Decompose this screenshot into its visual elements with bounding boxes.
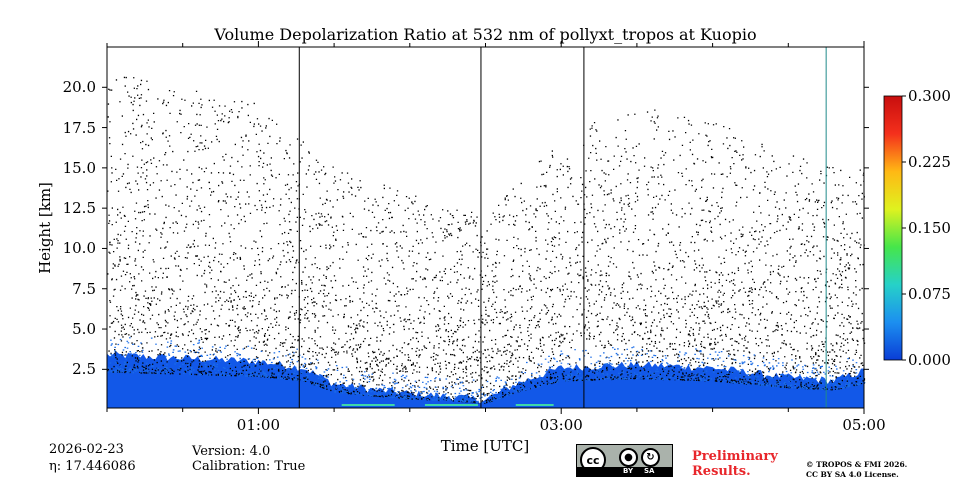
footer-version: Version: 4.0 <box>192 444 271 459</box>
preliminary-results-notice: Preliminary Results. <box>692 449 778 479</box>
y-tick-label: 2.5 <box>72 360 96 379</box>
copyright-notice: © TROPOS & FMI 2026. CC BY SA 4.0 Licens… <box>806 460 907 480</box>
x-tick-label: 05:00 <box>842 416 886 434</box>
chart-title: Volume Depolarization Ratio at 532 nm of… <box>214 25 757 44</box>
y-tick-label: 10.0 <box>62 239 96 258</box>
y-tick-label: 20.0 <box>62 78 96 97</box>
y-tick-label: 15.0 <box>62 158 96 177</box>
footer-calibration: Calibration: True <box>192 459 306 474</box>
x-tick-label: 01:00 <box>236 416 281 434</box>
colorbar-tick-label: 0.075 <box>908 285 951 303</box>
cc-logo-bar <box>577 467 672 476</box>
colorbar-tick-label: 0.300 <box>908 87 951 105</box>
colorbar <box>883 95 903 361</box>
y-tick-label: 7.5 <box>72 279 96 298</box>
x-axis-label: Time [UTC] <box>440 437 530 455</box>
colorbar-tick-label: 0.150 <box>908 219 951 237</box>
colorbar-tick-label: 0.225 <box>908 153 951 171</box>
footer-eta: η: 17.446086 <box>49 459 136 474</box>
y-tick-label: 17.5 <box>62 118 96 137</box>
noise-speckle-black <box>107 76 866 404</box>
signal-layer-area <box>107 351 864 408</box>
sa-share-icon: ↻ <box>641 448 660 467</box>
by-person-icon: ● <box>619 448 638 467</box>
ground-strip-0 <box>341 404 395 406</box>
ground-strip-1 <box>424 404 478 406</box>
y-tick-label: 12.5 <box>62 199 96 218</box>
copyright-line-2: CC BY SA 4.0 License. <box>806 470 899 479</box>
preliminary-line-1: Preliminary <box>692 449 778 464</box>
colorbar-tick-label: 0.000 <box>908 351 951 369</box>
copyright-line-1: © TROPOS & FMI 2026. <box>806 460 908 469</box>
ground-strip-2 <box>515 404 554 406</box>
y-tick-label: 5.0 <box>72 320 96 339</box>
sa-label: SA <box>644 467 655 475</box>
by-label: BY <box>623 467 634 475</box>
preliminary-line-2: Results. <box>692 464 751 479</box>
footer-date: 2026-02-23 <box>49 442 124 457</box>
cc-by-sa-license-logo: cc ● ↻ BY SA <box>576 444 673 477</box>
x-tick-label: 03:00 <box>539 416 583 434</box>
plot-frame <box>106 46 865 409</box>
